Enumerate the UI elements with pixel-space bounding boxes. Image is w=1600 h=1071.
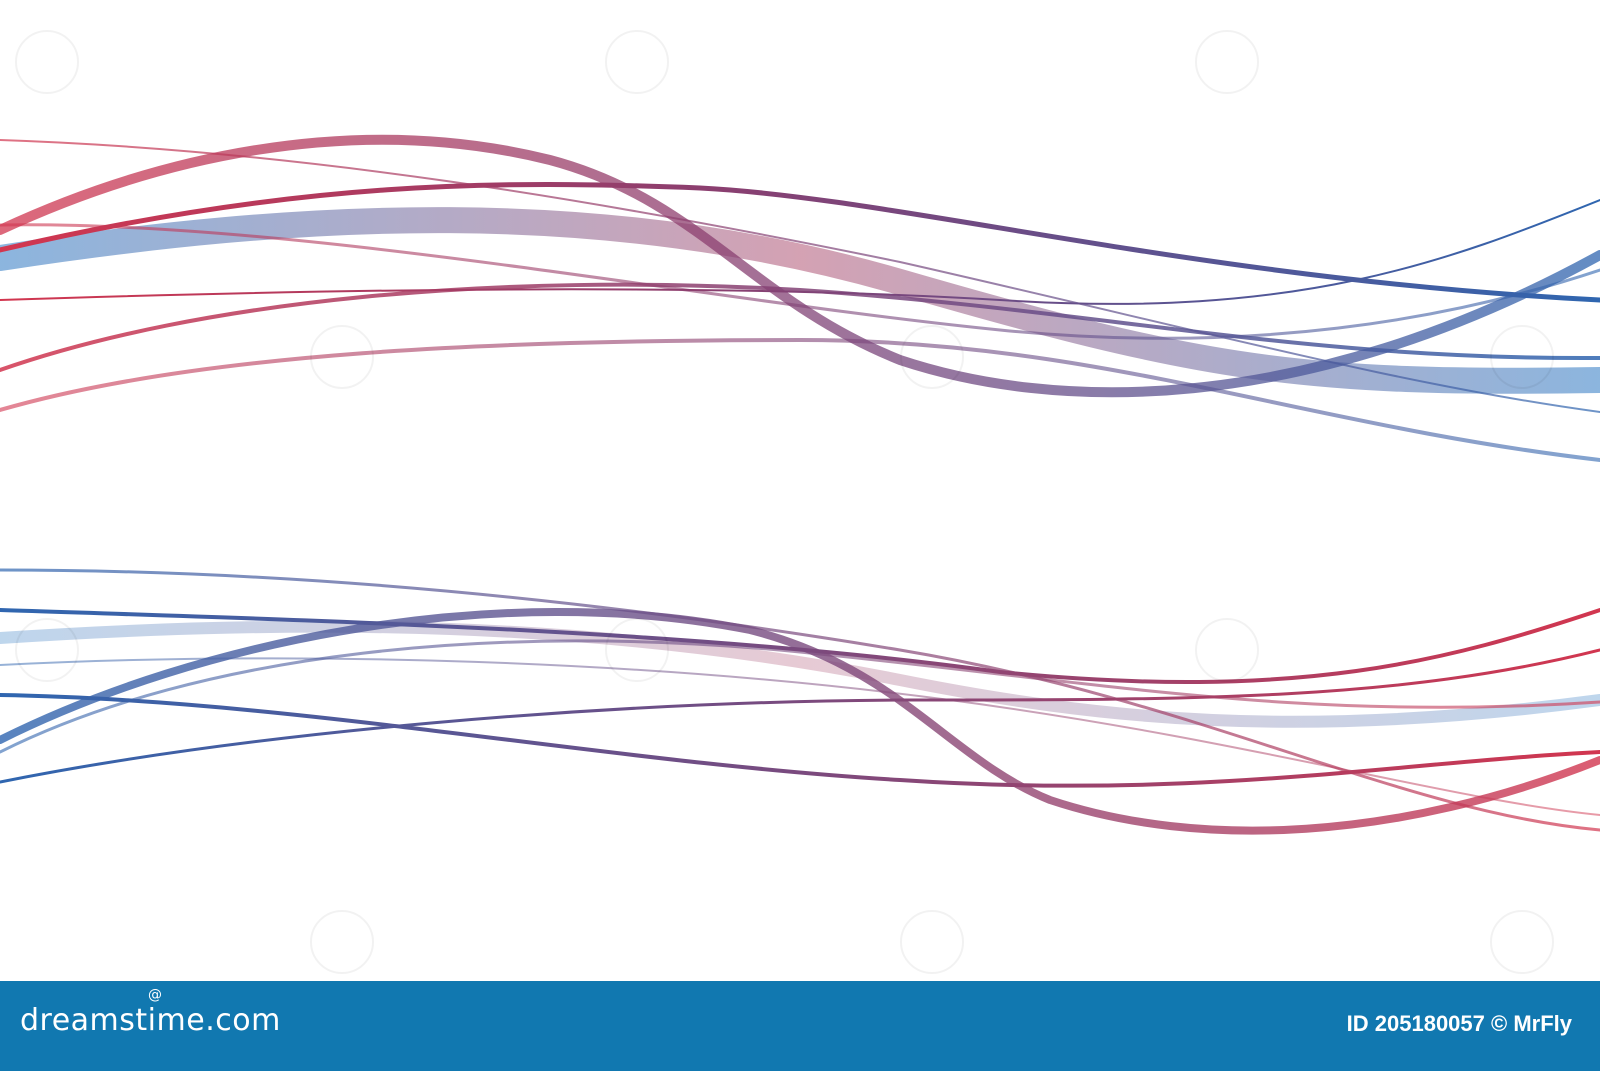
wave-line [0, 657, 1600, 816]
watermark-logo-icon [310, 910, 374, 974]
watermark-logo-icon [605, 618, 669, 682]
image-id-credit: ID 205180057 © MrFly [1346, 1011, 1572, 1036]
spiral-logo-icon: @ [148, 987, 162, 1003]
watermark-logo-icon [15, 30, 79, 94]
wave-line [0, 181, 1600, 303]
wave-line [0, 608, 1600, 835]
wave-line [0, 693, 1600, 788]
top-wave-group [0, 134, 1600, 462]
wave-line [0, 223, 1600, 340]
watermark-logo-icon [900, 910, 964, 974]
bottom-wave-group [0, 568, 1600, 835]
wave-line [0, 639, 1600, 754]
watermark-logo-icon [900, 325, 964, 389]
watermark-logo-icon [1195, 618, 1259, 682]
watermark-logo-icon [310, 325, 374, 389]
wave-line [0, 282, 1600, 372]
footer-bar: @ dreamstime.com ID 205180057 © MrFly [0, 981, 1600, 1071]
wave-band [0, 620, 1600, 728]
wave-line [0, 337, 1600, 462]
brand-logo: dreamstime.com [20, 1003, 281, 1038]
wave-artwork [0, 134, 1600, 835]
watermark-logo-icon [605, 30, 669, 94]
watermark-logo-icon [1490, 910, 1554, 974]
wave-line [0, 134, 1600, 398]
watermark-logo-icon [15, 618, 79, 682]
wave-band [0, 207, 1600, 394]
watermark-logo-icon [1490, 325, 1554, 389]
wave-line [0, 608, 1600, 685]
wave-line [0, 568, 1600, 832]
wave-line [0, 199, 1600, 305]
wave-line [0, 648, 1600, 784]
watermark-logo-icon [1195, 30, 1259, 94]
wave-line [0, 139, 1600, 413]
